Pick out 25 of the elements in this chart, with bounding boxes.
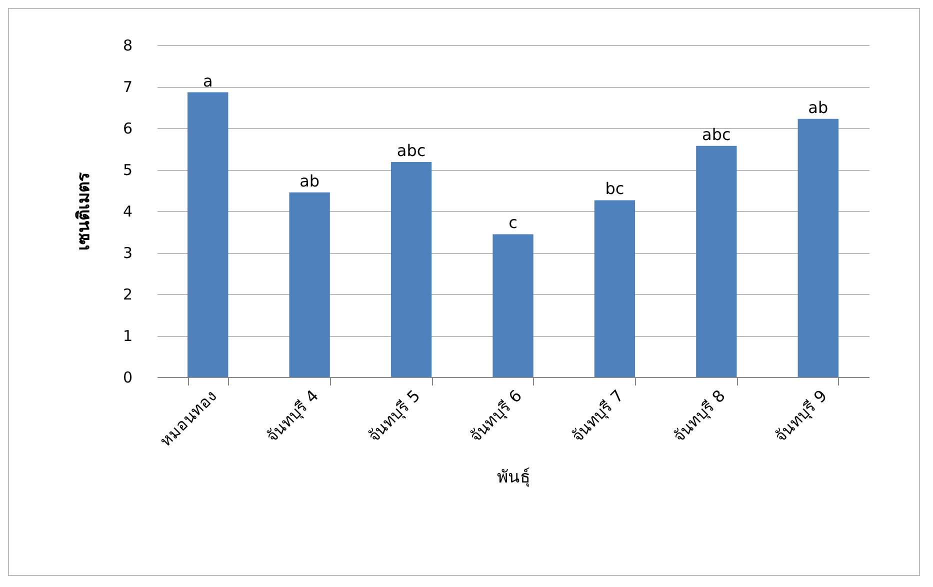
y-tick-label: 2	[122, 286, 132, 304]
annotation: a	[202, 71, 213, 90]
y-tick-label: 4	[122, 202, 132, 220]
y-tick-label: 5	[122, 161, 132, 179]
annotation: abc	[702, 124, 731, 144]
x-axis-title: พันธุ์	[497, 468, 530, 488]
annotation: c	[508, 213, 518, 232]
bar	[188, 92, 228, 377]
bar	[594, 200, 636, 377]
y-tick-label: 7	[122, 78, 132, 96]
annotation: abc	[396, 141, 426, 160]
annotation: bc	[605, 179, 624, 198]
bar	[696, 146, 737, 377]
y-tick-label: 0	[122, 368, 132, 386]
y-tick-label: 3	[122, 244, 132, 262]
annotation: ab	[808, 98, 828, 117]
y-tick-label: 6	[122, 120, 132, 138]
bar	[289, 192, 330, 377]
bar	[798, 118, 838, 377]
y-axis-title: เซนติเมตร	[74, 172, 94, 250]
bar	[390, 162, 432, 377]
annotation: ab	[300, 171, 320, 190]
y-tick-label: 1	[122, 327, 132, 345]
bar	[492, 234, 534, 377]
y-tick-label: 8	[122, 36, 132, 54]
